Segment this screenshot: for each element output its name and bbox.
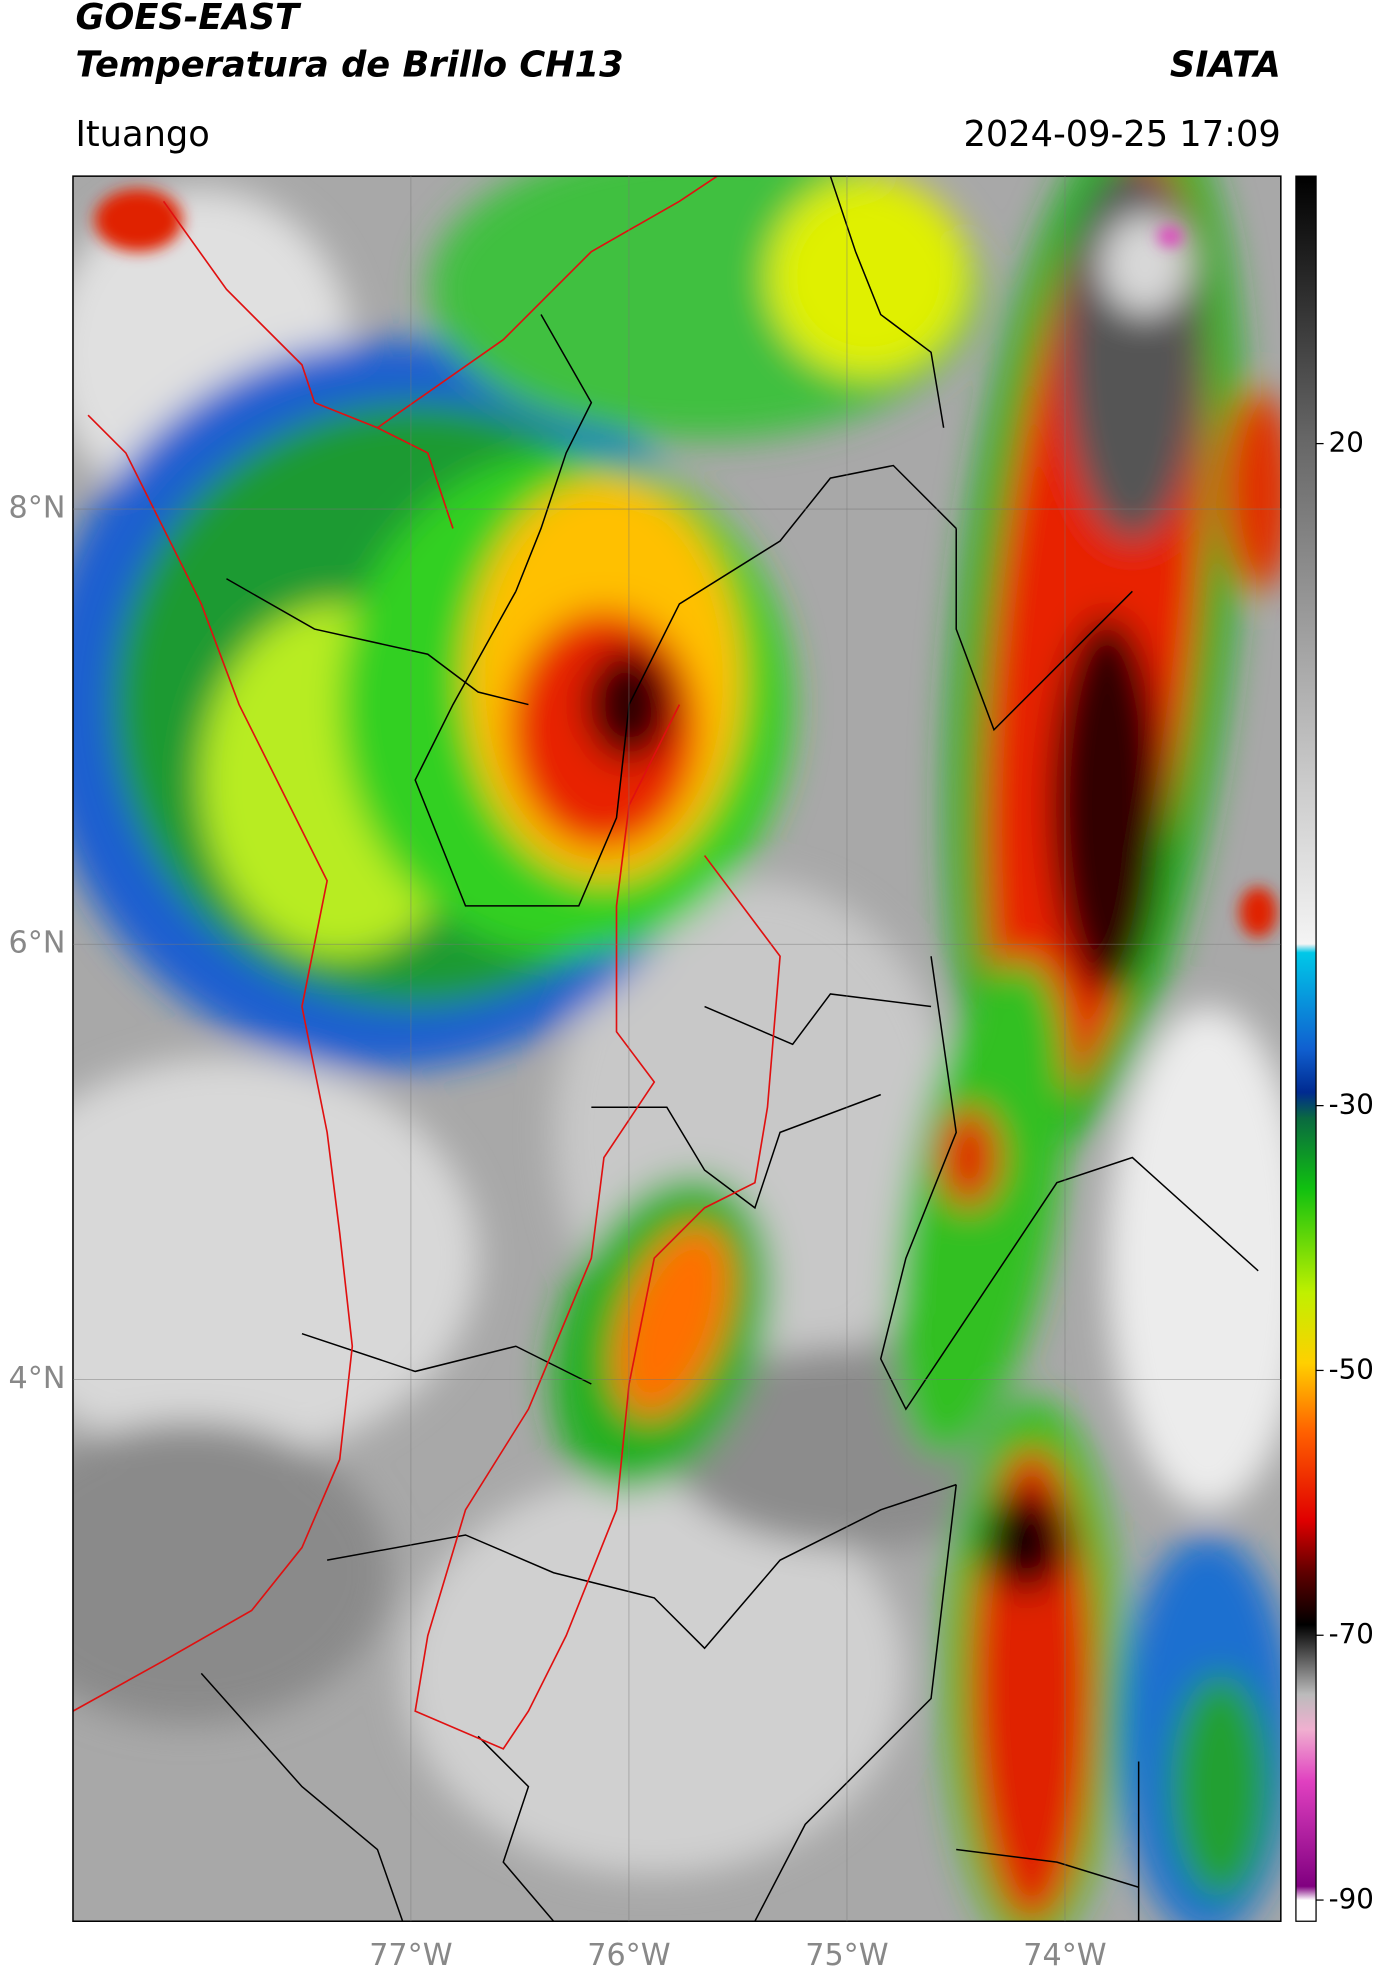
colorbar-tick-label: 20	[1329, 426, 1364, 459]
colorbar-tick-label: -30	[1329, 1088, 1374, 1121]
axes: 77°W 76°W 75°W 74°W 4°N 6°N 8°N -90 -70 -50 -30 20	[9, 176, 1374, 1973]
x-tick-label: 74°W	[1023, 1938, 1106, 1973]
y-tick-label: 8°N	[9, 491, 66, 526]
datetime: 2024-09-25 17:09	[963, 114, 1280, 155]
x-tick-label: 76°W	[587, 1938, 670, 1973]
colorbar-tick-label: -50	[1329, 1352, 1374, 1385]
y-tick-label: 4°N	[9, 1361, 66, 1396]
title: GOES-EAST	[75, 0, 302, 38]
colorbar	[1295, 175, 1317, 1922]
y-tick-label: 6°N	[9, 926, 66, 961]
colorbar-tick-label: -90	[1329, 1882, 1374, 1915]
source: SIATA	[1170, 45, 1281, 86]
x-tick-label: 77°W	[369, 1938, 452, 1973]
location: Ituango	[75, 114, 209, 155]
satellite-image	[72, 176, 1281, 1922]
colorbar-tick-label: -70	[1329, 1617, 1374, 1650]
subtitle: Temperatura de Brillo CH13	[75, 45, 623, 86]
x-tick-label: 75°W	[805, 1938, 888, 1973]
map-frame	[72, 175, 1282, 1922]
